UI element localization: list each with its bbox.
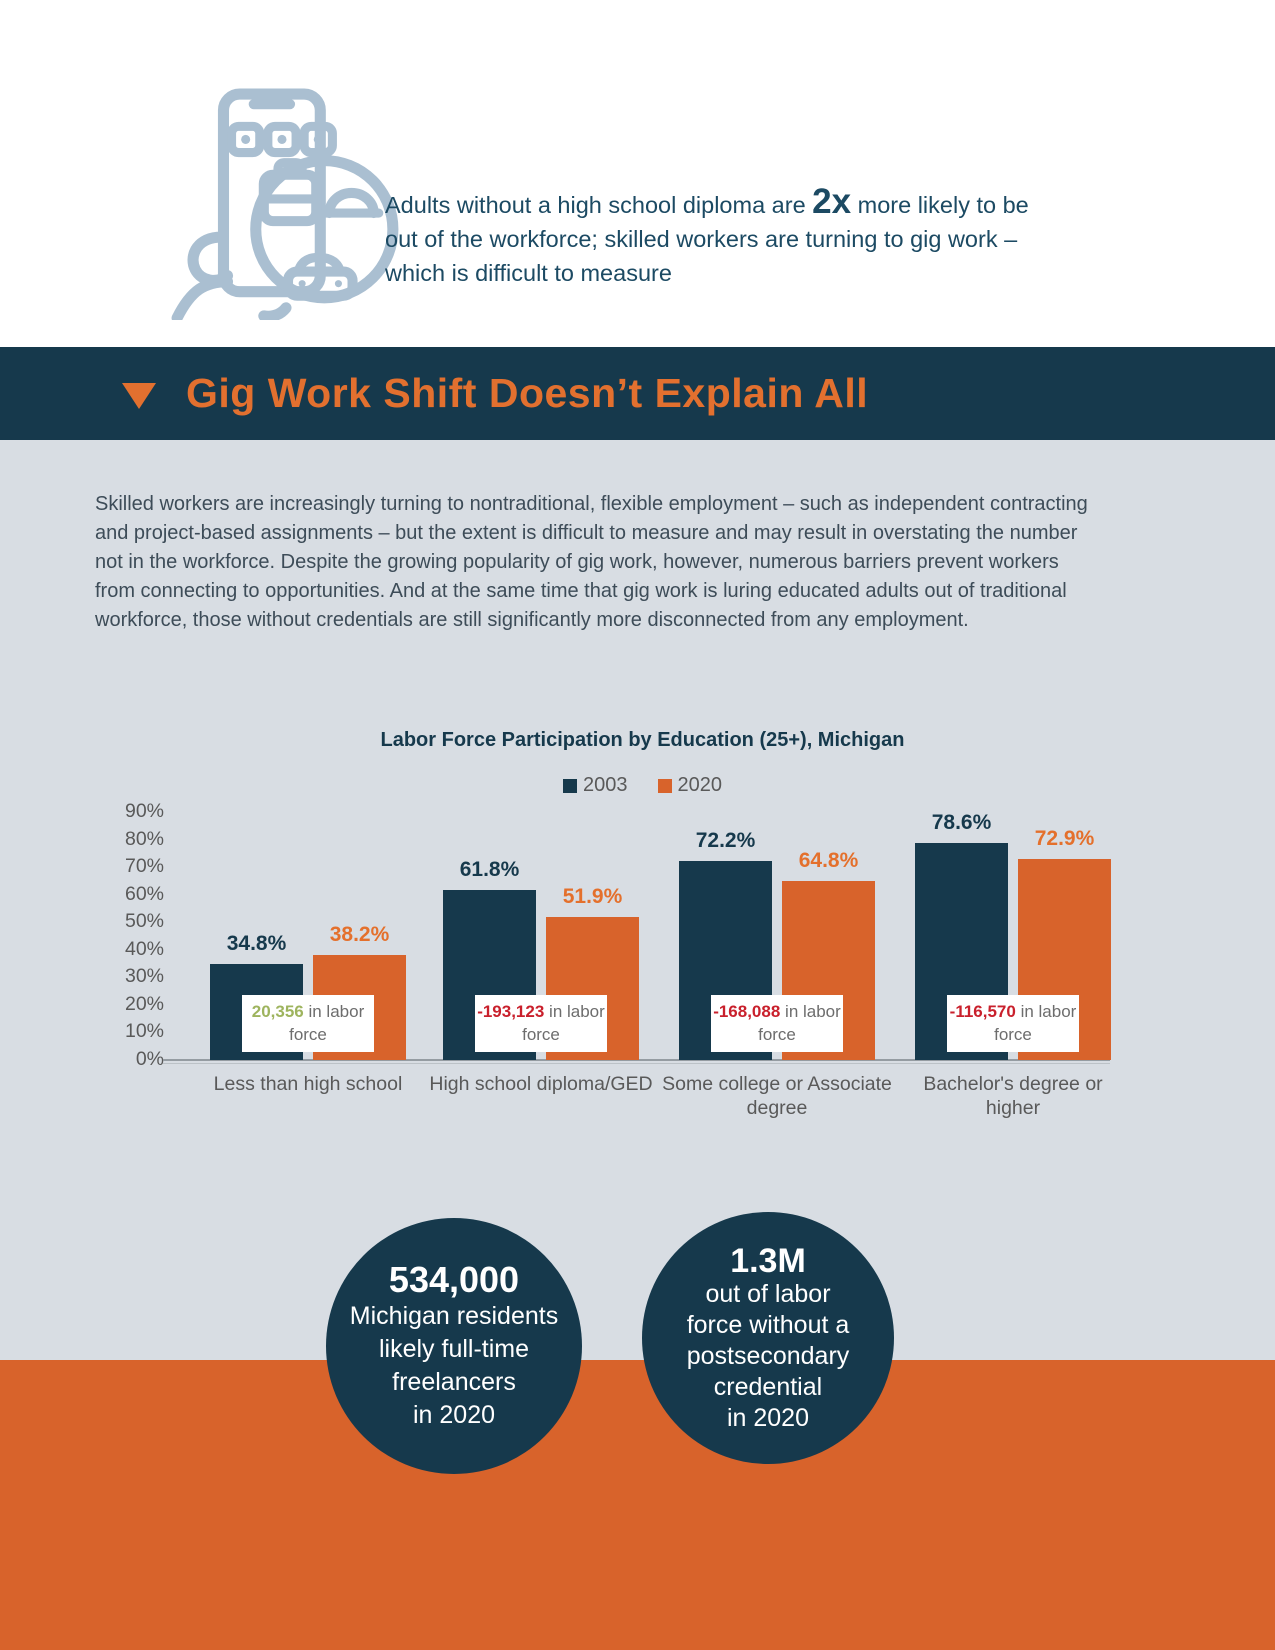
stat-description-credential: out of labor force without a postseconda… bbox=[686, 1279, 850, 1432]
intro-2x-highlight: 2x bbox=[812, 182, 852, 221]
section-banner: Gig Work Shift Doesn’t Explain All bbox=[0, 347, 1275, 440]
gig-work-phone-icon-svg bbox=[171, 88, 399, 324]
gig-work-phone-icon bbox=[165, 88, 407, 324]
intro-statement: Adults without a high school diploma are… bbox=[385, 184, 1047, 290]
stat-circle-freelancers: 534,000 Michigan residents likely full-t… bbox=[326, 1218, 582, 1474]
body-paragraph: Skilled workers are increasingly turning… bbox=[95, 493, 1088, 631]
bottom-orange-band bbox=[0, 1360, 1275, 1650]
stat-value-freelancers: 534,000 bbox=[388, 1259, 520, 1300]
stat-circle-credential: 1.3M out of labor force without a postse… bbox=[642, 1212, 894, 1464]
intro-text-before: Adults without a high school diploma are bbox=[385, 192, 813, 218]
stat-value-credential: 1.3M bbox=[730, 1241, 806, 1280]
stat-description-freelancers: Michigan residents likely full-time free… bbox=[349, 1302, 559, 1429]
triangle-down-icon bbox=[122, 382, 156, 409]
section-title: Gig Work Shift Doesn’t Explain All bbox=[186, 370, 869, 416]
intro-text-after: more likely to be out of the workforce; … bbox=[385, 192, 1029, 286]
intro-section: Adults without a high school diploma are… bbox=[0, 0, 1275, 347]
